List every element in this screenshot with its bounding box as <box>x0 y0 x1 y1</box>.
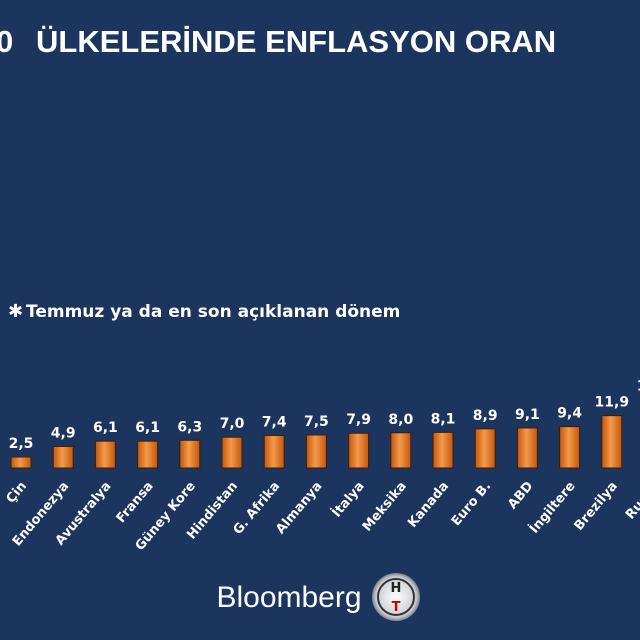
note: Temmuz ya da en son açıklanan dönem <box>26 302 400 322</box>
value-label: 11,9 <box>595 395 630 411</box>
bar <box>559 426 581 469</box>
value-label: 6,3 <box>177 419 202 435</box>
chart-title: ÜLKELERİNDE ENFLASYON ORAN <box>36 24 556 59</box>
value-label: 6,1 <box>93 420 118 436</box>
bar <box>263 434 285 469</box>
value-label: 7,0 <box>220 416 245 432</box>
bar <box>390 432 412 469</box>
value-label: 8,9 <box>473 408 498 424</box>
value-label: 7,5 <box>304 414 329 430</box>
logo-ring <box>377 578 415 616</box>
value-label: 7,9 <box>346 412 371 428</box>
bar <box>516 427 538 469</box>
value-label: 8,0 <box>388 412 413 428</box>
logo-letter: T <box>392 600 401 615</box>
value-label: 6,1 <box>135 420 160 436</box>
bar <box>348 432 370 469</box>
value-label: 9,1 <box>515 407 540 423</box>
value-label: 7,4 <box>262 414 287 430</box>
bar <box>179 439 201 469</box>
brand: Bloomberg <box>216 581 361 614</box>
bar <box>601 415 623 469</box>
logo-letter: H <box>391 581 402 596</box>
bar <box>10 456 32 469</box>
title-fragment: 0 <box>0 24 13 59</box>
note-asterisk: ✱ <box>8 301 23 322</box>
value-label: 4,9 <box>51 425 76 441</box>
bar <box>137 440 159 469</box>
bar <box>305 434 327 469</box>
bar <box>221 436 243 469</box>
value-label: 2,5 <box>9 436 34 452</box>
bar <box>432 431 454 469</box>
value-label: 15,6 <box>637 378 640 394</box>
bar <box>94 440 116 469</box>
value-label: 9,4 <box>557 406 582 422</box>
bar <box>474 428 496 469</box>
bar <box>52 445 74 469</box>
value-label: 8,1 <box>431 411 456 427</box>
